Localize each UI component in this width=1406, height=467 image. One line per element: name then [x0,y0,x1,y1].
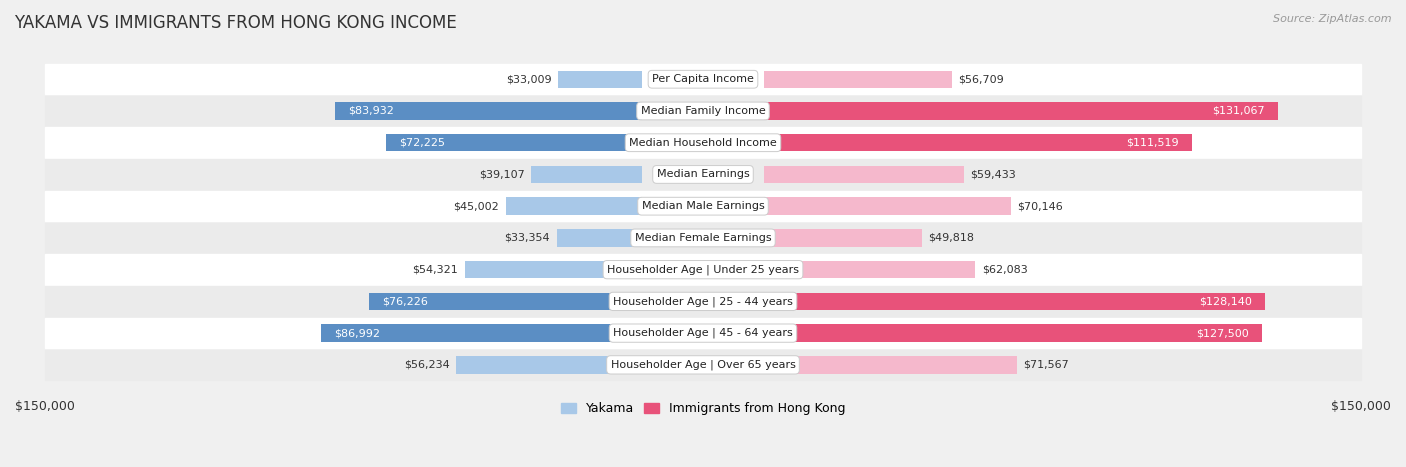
Text: $76,226: $76,226 [382,297,427,306]
Text: $131,067: $131,067 [1212,106,1265,116]
Bar [45,96,1361,126]
Text: $127,500: $127,500 [1197,328,1249,338]
Text: Householder Age | 45 - 64 years: Householder Age | 45 - 64 years [613,328,793,339]
Bar [765,198,1011,215]
Text: Householder Age | 25 - 44 years: Householder Age | 25 - 44 years [613,296,793,307]
Text: $128,140: $128,140 [1199,297,1251,306]
Bar [45,255,1361,285]
Text: $45,002: $45,002 [453,201,499,211]
Bar [557,229,641,247]
Bar [465,261,641,278]
Legend: Yakama, Immigrants from Hong Kong: Yakama, Immigrants from Hong Kong [555,397,851,420]
Bar [335,102,641,120]
Bar [368,293,641,310]
Text: YAKAMA VS IMMIGRANTS FROM HONG KONG INCOME: YAKAMA VS IMMIGRANTS FROM HONG KONG INCO… [14,14,457,32]
Text: $54,321: $54,321 [412,265,458,275]
Text: Per Capita Income: Per Capita Income [652,74,754,84]
Bar [322,325,641,342]
Bar [765,102,1278,120]
Text: Median Family Income: Median Family Income [641,106,765,116]
Text: Median Male Earnings: Median Male Earnings [641,201,765,211]
Text: $86,992: $86,992 [335,328,381,338]
Text: $56,709: $56,709 [959,74,1004,84]
Text: Householder Age | Under 25 years: Householder Age | Under 25 years [607,264,799,275]
Bar [45,127,1361,158]
Text: $70,146: $70,146 [1018,201,1063,211]
Bar [765,229,921,247]
Bar [45,318,1361,348]
Bar [765,325,1263,342]
Bar [765,71,952,88]
Text: $83,932: $83,932 [347,106,394,116]
Bar [531,166,641,183]
Bar [457,356,641,374]
Bar [45,223,1361,253]
Text: Source: ZipAtlas.com: Source: ZipAtlas.com [1274,14,1392,24]
Text: $33,009: $33,009 [506,74,551,84]
Text: $56,234: $56,234 [404,360,450,370]
Text: $59,433: $59,433 [970,170,1017,179]
Bar [765,261,976,278]
Text: $71,567: $71,567 [1024,360,1070,370]
Text: Median Household Income: Median Household Income [628,138,778,148]
Bar [45,191,1361,221]
Bar [45,286,1361,317]
Bar [765,293,1265,310]
Bar [765,166,963,183]
Text: Median Female Earnings: Median Female Earnings [634,233,772,243]
Bar [558,71,641,88]
Bar [45,350,1361,380]
Text: Median Earnings: Median Earnings [657,170,749,179]
Text: $49,818: $49,818 [928,233,974,243]
Bar [45,64,1361,94]
Text: Householder Age | Over 65 years: Householder Age | Over 65 years [610,360,796,370]
Text: $33,354: $33,354 [505,233,550,243]
Text: $62,083: $62,083 [981,265,1028,275]
Bar [506,198,641,215]
Bar [765,356,1017,374]
Bar [45,159,1361,190]
Bar [387,134,641,151]
Text: $111,519: $111,519 [1126,138,1180,148]
Text: $72,225: $72,225 [399,138,446,148]
Text: $39,107: $39,107 [479,170,524,179]
Bar [765,134,1192,151]
